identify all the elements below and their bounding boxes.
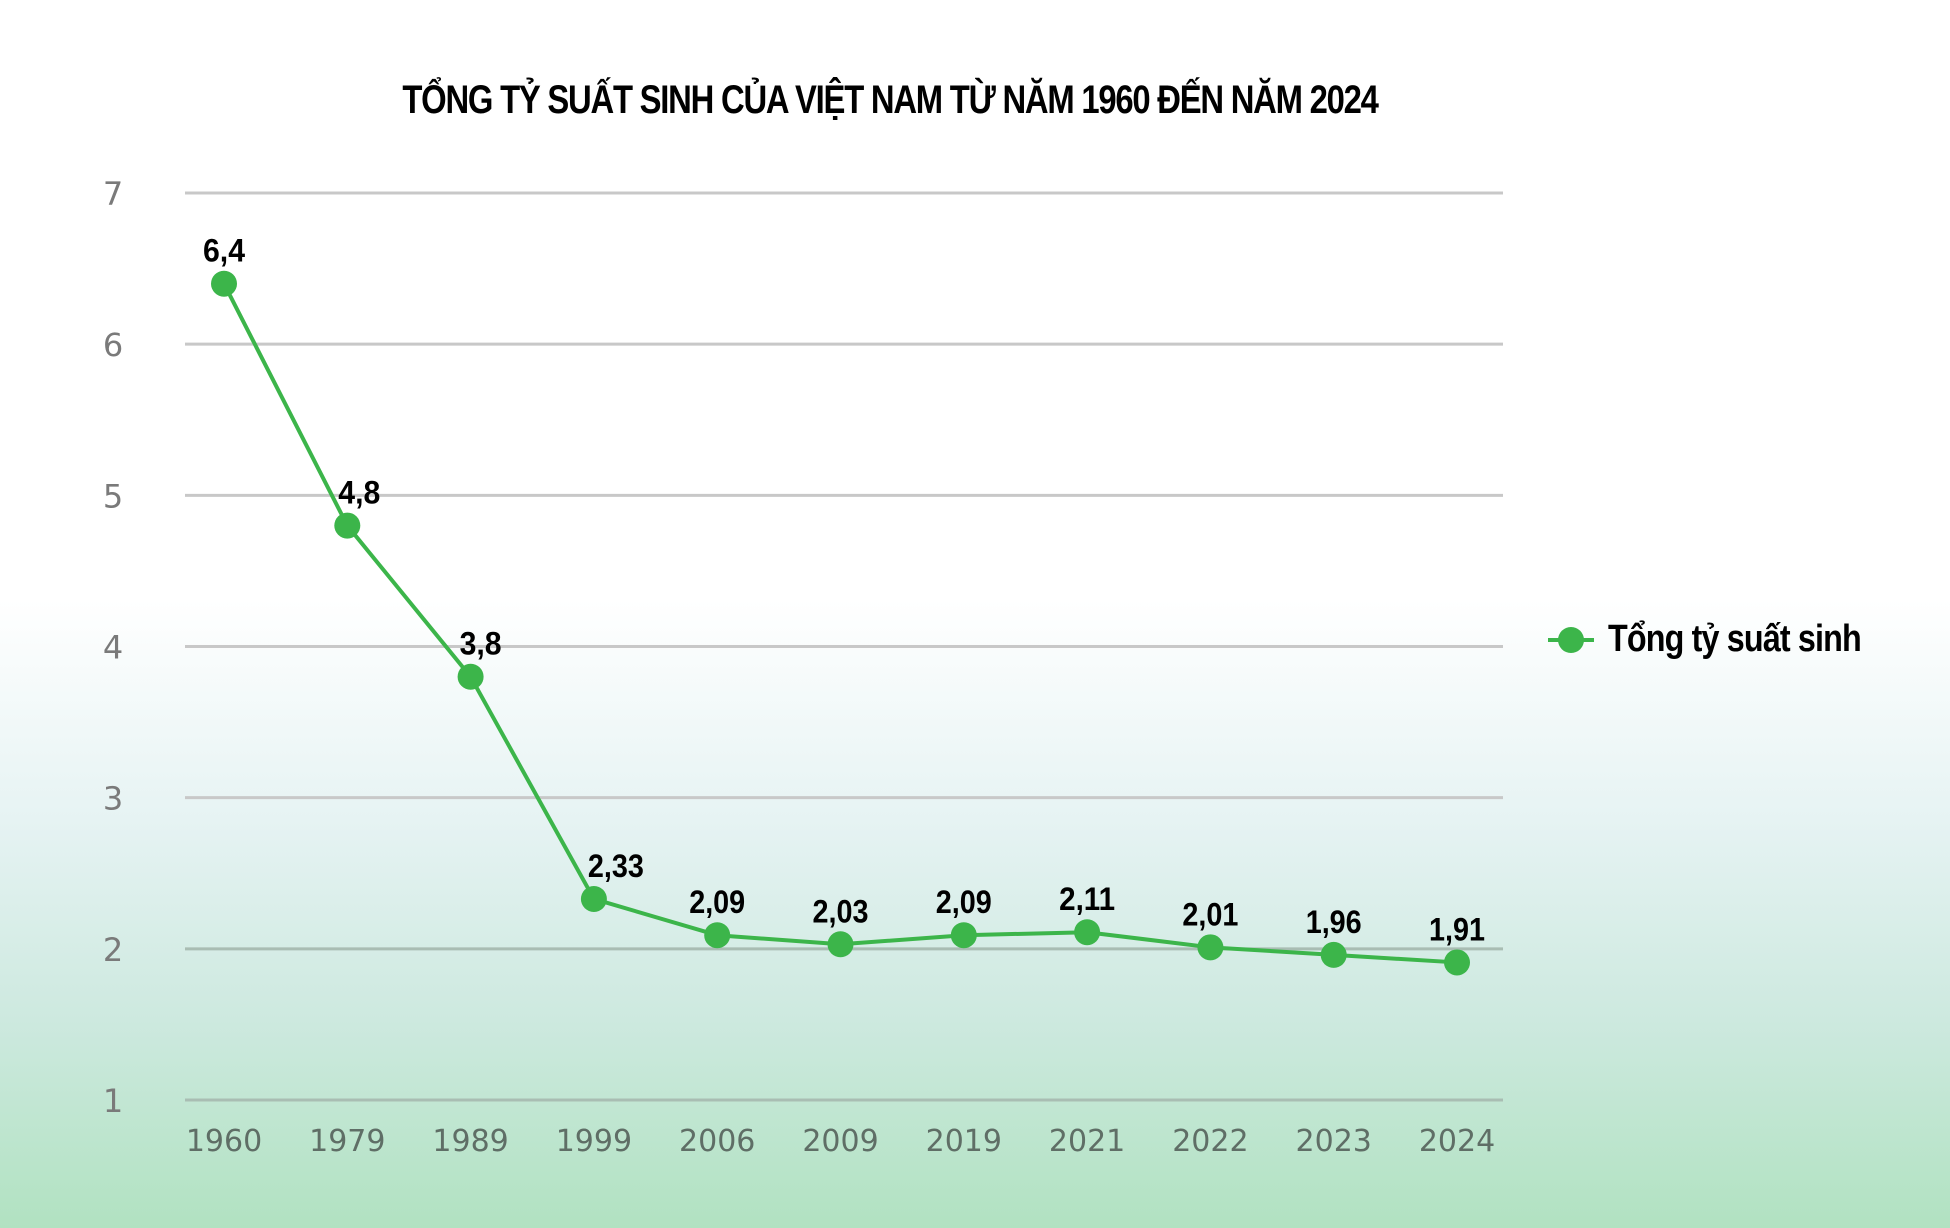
data-label: 4,8 bbox=[338, 475, 380, 511]
x-tick-label: 2009 bbox=[802, 1124, 878, 1159]
x-tick-label: 1979 bbox=[309, 1124, 385, 1159]
x-tick-label: 2022 bbox=[1172, 1124, 1248, 1159]
legend: Tổng tỷ suất sinh bbox=[1548, 618, 1906, 661]
data-label: 2,33 bbox=[588, 848, 644, 884]
x-tick-label: 1989 bbox=[432, 1124, 508, 1159]
data-labels: 6,4 4,8 3,8 2,33 2,09 2,03 2,09 2,11 2,01 1,96 1,9… bbox=[203, 233, 1485, 948]
data-label: 2,09 bbox=[689, 884, 745, 920]
data-label: 2,03 bbox=[813, 893, 869, 929]
y-tick-label: 7 bbox=[103, 175, 123, 213]
data-point bbox=[1074, 919, 1101, 946]
gridlines bbox=[185, 191, 1503, 1102]
x-tick-label: 2023 bbox=[1296, 1124, 1372, 1159]
data-point bbox=[457, 663, 484, 690]
data-point bbox=[1197, 934, 1224, 961]
data-point bbox=[1320, 941, 1347, 968]
x-tick-label: 2019 bbox=[926, 1124, 1002, 1159]
data-label: 1,91 bbox=[1429, 911, 1485, 947]
data-label: 3,8 bbox=[460, 626, 502, 662]
y-tick-label: 5 bbox=[103, 477, 123, 515]
y-axis-ticks: 1 2 3 4 5 6 7 bbox=[103, 175, 123, 1120]
data-label: 1,96 bbox=[1306, 904, 1362, 940]
x-tick-label: 1999 bbox=[556, 1124, 632, 1159]
data-label: 2,11 bbox=[1059, 881, 1115, 917]
y-tick-label: 1 bbox=[103, 1082, 123, 1120]
data-point bbox=[1444, 949, 1470, 976]
x-tick-label: 1960 bbox=[186, 1124, 262, 1159]
data-label: 2,09 bbox=[936, 884, 992, 920]
series-line bbox=[211, 270, 1470, 976]
data-point bbox=[211, 270, 237, 297]
data-point bbox=[704, 922, 731, 949]
y-tick-label: 2 bbox=[103, 931, 123, 969]
y-tick-label: 6 bbox=[103, 326, 123, 364]
x-tick-label: 2006 bbox=[679, 1124, 755, 1159]
data-point bbox=[334, 512, 361, 539]
x-axis-ticks: 1960 1979 1989 1999 2006 2009 2019 2021 2022 2023… bbox=[186, 1124, 1495, 1159]
data-label: 6,4 bbox=[203, 233, 245, 269]
y-tick-label: 4 bbox=[103, 629, 123, 667]
data-point bbox=[950, 922, 977, 949]
data-point bbox=[827, 931, 854, 958]
data-point bbox=[580, 885, 607, 912]
y-tick-label: 3 bbox=[103, 780, 123, 818]
series-line-path bbox=[222, 282, 1458, 965]
data-label: 2,01 bbox=[1182, 896, 1238, 932]
legend-label: Tổng tỷ suất sinh bbox=[1608, 618, 1862, 660]
x-tick-label: 2021 bbox=[1049, 1124, 1125, 1159]
legend-marker-icon bbox=[1548, 626, 1594, 653]
x-tick-label: 2024 bbox=[1419, 1124, 1495, 1159]
chart-title: TỔNG TỶ SUẤT SINH CỦA VIỆT NAM TỪ NĂM 19… bbox=[402, 78, 1379, 122]
